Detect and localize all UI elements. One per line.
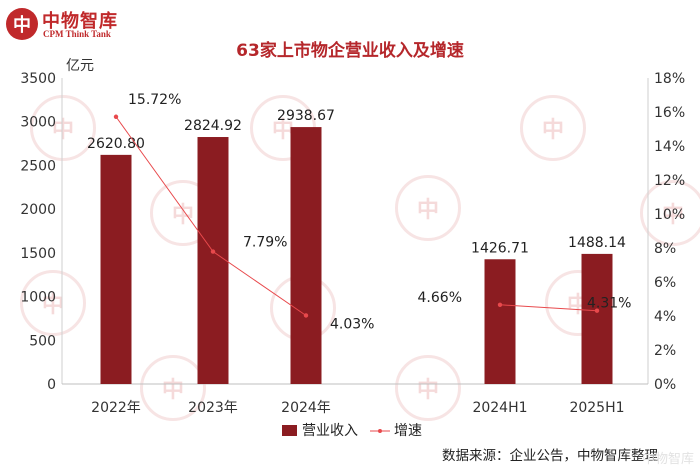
line-point-growth [113,114,119,119]
y-right-tick-label: 18% [654,71,685,87]
legend-marker-growth [378,429,382,433]
watermark-seal-icon: 中 [395,175,461,241]
bar-revenue [100,154,132,384]
line-data-label: 4.31% [587,296,631,312]
chart-title: 63家上市物企营业收入及增速 [236,41,464,61]
watermark-seal-icon: 中 [30,95,96,161]
x-tick-label: 2022年 [91,400,141,416]
y-right-tick-label: 0% [654,377,676,393]
legend-swatch-revenue [282,425,297,436]
watermark-seal-icon: 中 [20,270,86,336]
x-tick-label: 2025H1 [569,400,624,416]
brand-subname: CPM Think Tank [43,29,111,39]
line-data-label: 4.66% [418,290,462,306]
line-point-growth [303,313,309,318]
y-right-tick-label: 12% [654,173,685,189]
y-left-tick-label: 2000 [20,202,56,218]
x-tick-label: 2024H1 [472,400,527,416]
bar-revenue [197,137,229,384]
y-right-tick-label: 16% [654,105,685,121]
x-tick-label: 2024年 [281,400,331,416]
y-right-tick-label: 6% [654,275,676,291]
line-growth [499,304,598,312]
brand-name: 中物智库 [42,11,118,32]
y-right-tick-label: 2% [654,343,676,359]
bar-revenue [290,127,322,384]
bar-revenue [484,259,516,384]
y-left-tick-label: 3000 [20,115,56,131]
line-data-label: 15.72% [128,92,181,108]
y-left-tick-label: 2500 [20,158,56,174]
y-right-tick-label: 4% [654,309,676,325]
bar-data-label: 2824.92 [184,118,242,134]
brand-seal-icon: 中 [6,8,38,40]
source-note: 数据来源：企业公告，中物智库整理 [442,448,658,464]
legend-label-growth: 增速 [394,423,422,439]
y-right-tick-label: 10% [654,207,685,223]
y-left-tick-label: 0 [47,377,56,393]
line-data-label: 7.79% [243,235,287,251]
line-point-growth [497,302,503,307]
legend-label-revenue: 营业收入 [302,423,358,439]
y-left-tick-label: 1500 [20,246,56,262]
y-left-tick-label: 1000 [20,290,56,306]
line-point-growth [210,249,216,254]
line-point-growth [594,308,600,313]
y-right-tick-label: 8% [654,241,676,257]
x-tick-label: 2023年 [188,400,238,416]
y-right-tick-label: 14% [654,139,685,155]
bar-data-label: 1488.14 [568,235,626,251]
y-left-tick-label: 3500 [20,71,56,87]
brand-logo: 中 中物智库 CPM Think Tank [6,6,166,46]
watermark-seal-icon: 中 [520,95,586,161]
bar-data-label: 2938.67 [277,108,335,124]
y-left-unit-label: 亿元 [66,58,94,74]
bar-data-label: 1426.71 [471,240,529,256]
bar-data-label: 2620.80 [87,136,145,152]
watermark-seal-icon: 中 [640,180,700,246]
bar-revenue [581,253,613,384]
watermark-text: 中物智库 [641,452,694,467]
y-left-tick-label: 500 [29,333,56,349]
line-data-label: 4.03% [330,316,374,332]
